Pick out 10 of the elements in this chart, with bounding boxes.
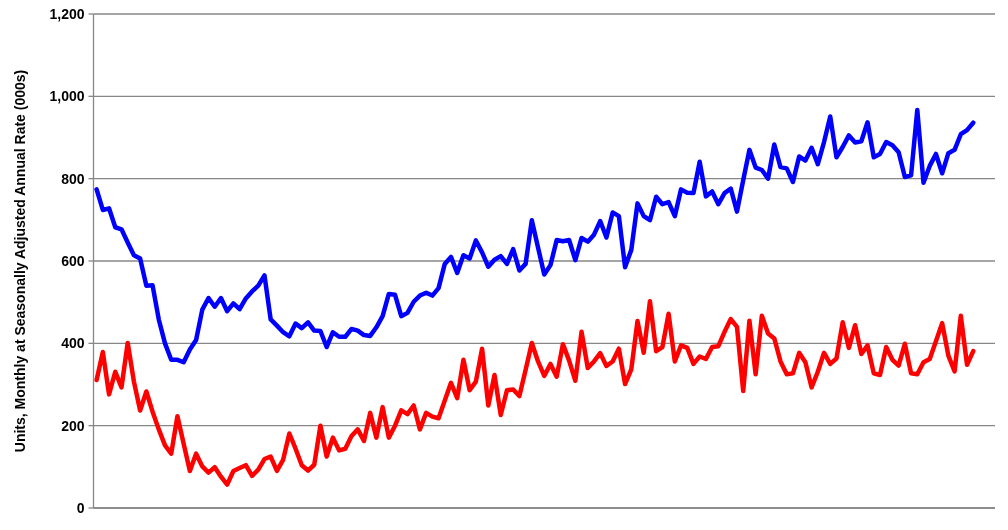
line-series — [94, 299, 976, 487]
y-tick-label: 1,000 — [49, 88, 85, 105]
y-tick-label: 200 — [61, 417, 85, 434]
y-axis-title: Units, Monthly at Seasonally Adjusted Annual Rate (000s) — [11, 69, 28, 453]
y-tick-label: 800 — [61, 170, 85, 187]
y-tick-label: 0 — [76, 499, 85, 516]
y-tick-label: 400 — [61, 335, 85, 352]
line-series — [94, 107, 976, 365]
y-tick-label: 600 — [61, 252, 85, 269]
y-tick-label: 1,200 — [49, 5, 85, 22]
